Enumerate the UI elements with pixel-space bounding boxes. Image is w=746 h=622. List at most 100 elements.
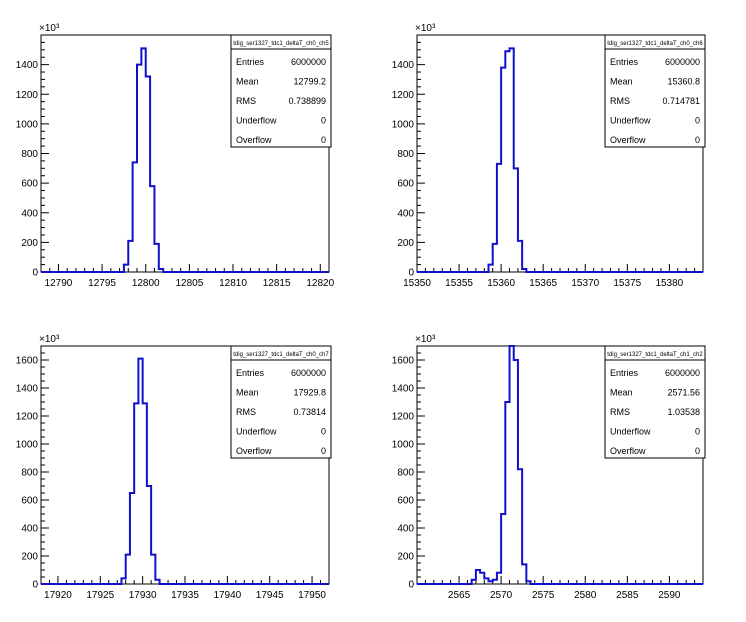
x-tick-label: 12820 [306, 278, 334, 289]
x-tick-label: 15375 [613, 278, 641, 289]
stats-label: Entries [236, 368, 265, 378]
stats-box-frame [230, 34, 332, 148]
stats-value: 0.714781 [662, 96, 700, 106]
y-tick-label: 200 [397, 552, 414, 563]
y-tick-label: 200 [21, 238, 38, 249]
stats-value: 17929.8 [293, 388, 326, 398]
stats-value: 15360.8 [667, 77, 700, 87]
stats-value: 6000000 [665, 368, 700, 378]
stats-value: 0.738899 [288, 96, 326, 106]
y-tick-label: 1000 [392, 440, 415, 451]
stats-value: 1.03538 [667, 407, 700, 417]
stats-label: Entries [236, 57, 265, 67]
x-tick-label: 2580 [574, 590, 597, 601]
histogram-line [41, 357, 329, 585]
y-axis: 0 200 400 600 800 1000 1200 1400 ×10³ [16, 23, 60, 279]
stats-value: 6000000 [665, 57, 700, 67]
x-tick-label: 17920 [44, 590, 72, 601]
y-tick-label: 400 [397, 208, 414, 219]
stats-label: Entries [610, 57, 639, 67]
y-tick-label: 1000 [16, 119, 39, 130]
x-axis: 12790 12795 12800 12805 12810 12815 12820 [40, 264, 335, 289]
y-multiplier-label: ×10³ [415, 23, 436, 34]
histogram-bins [489, 48, 527, 272]
stats-label: Entries [610, 368, 639, 378]
stats-box-title: tdig_ser1327_tdc1_deltaT_ch0_ch6 [607, 41, 703, 47]
stats-label: Overflow [610, 446, 646, 456]
x-tick-label: 12790 [45, 278, 73, 289]
y-tick-label: 200 [21, 552, 38, 563]
y-tick-label: 1600 [16, 356, 39, 367]
x-axis: 17920 17925 17930 17935 17940 17945 17950 [40, 576, 330, 601]
stats-label: Overflow [236, 446, 272, 456]
stats-value: 0 [321, 116, 326, 126]
y-tick-label: 1200 [392, 90, 415, 101]
x-tick-label: 15365 [529, 278, 557, 289]
y-tick-label: 400 [21, 524, 38, 535]
stats-box: tdig_ser1327_tdc1_deltaT_ch1_ch2 Entries 6… [604, 345, 706, 459]
y-tick-label: 600 [397, 179, 414, 190]
stats-value: 6000000 [291, 57, 326, 67]
stats-value: 0 [695, 427, 700, 437]
stats-label: RMS [610, 407, 630, 417]
stats-value: 2571.56 [667, 388, 700, 398]
x-tick-label: 17935 [171, 590, 199, 601]
stats-box-title: tdig_ser1327_tdc1_deltaT_ch1_ch2 [607, 352, 703, 358]
x-axis: 15350 15355 15360 15365 15370 15375 15380 [403, 264, 704, 289]
x-tick-label: 12805 [175, 278, 203, 289]
y-tick-label: 0 [32, 580, 38, 591]
x-tick-label: 12795 [88, 278, 116, 289]
stats-value: 0 [321, 446, 326, 456]
y-tick-label: 0 [32, 268, 38, 279]
stats-value: 0 [695, 446, 700, 456]
x-tick-label: 17945 [256, 590, 284, 601]
x-tick-label: 15355 [445, 278, 473, 289]
y-multiplier-label: ×10³ [39, 23, 60, 34]
y-tick-label: 0 [408, 580, 414, 591]
stats-label: Mean [610, 388, 633, 398]
x-tick-label: 17925 [86, 590, 114, 601]
stats-value: 12799.2 [293, 77, 326, 87]
stats-label: Mean [236, 77, 259, 87]
stats-label: RMS [236, 407, 256, 417]
y-tick-label: 800 [21, 468, 38, 479]
x-tick-label: 15370 [571, 278, 599, 289]
histogram-bins [124, 48, 163, 272]
y-axis: 0 200 400 600 800 1000 1200 1400 ×10³ [392, 23, 436, 279]
histogram-line [417, 47, 703, 273]
x-tick-label: 12815 [263, 278, 291, 289]
stats-label: Underflow [610, 427, 651, 437]
stats-label: Overflow [236, 135, 272, 145]
stats-box: tdig_ser1327_tdc1_deltaT_ch0_ch7 Entries 6… [230, 345, 332, 459]
stats-box-frame [604, 345, 706, 459]
y-tick-label: 1000 [16, 440, 39, 451]
stats-label: Overflow [610, 135, 646, 145]
y-tick-label: 1400 [16, 60, 39, 71]
stats-value: 0.73814 [293, 407, 326, 417]
x-tick-label: 15380 [655, 278, 683, 289]
x-tick-label: 15350 [403, 278, 431, 289]
y-tick-label: 0 [408, 268, 414, 279]
y-tick-label: 800 [397, 149, 414, 160]
y-tick-label: 1200 [16, 412, 39, 423]
x-tick-label: 17950 [298, 590, 326, 601]
stats-value: 0 [321, 427, 326, 437]
y-tick-label: 400 [21, 208, 38, 219]
histogram-bar [505, 51, 509, 272]
stats-value: 0 [321, 135, 326, 145]
y-tick-label: 1400 [16, 384, 39, 395]
stats-value: 6000000 [291, 368, 326, 378]
y-tick-label: 600 [21, 179, 38, 190]
y-tick-label: 600 [21, 496, 38, 507]
x-tick-label: 17930 [129, 590, 157, 601]
x-tick-label: 2590 [658, 590, 681, 601]
y-tick-label: 800 [21, 149, 38, 160]
histogram-line [417, 345, 703, 585]
y-multiplier-label: ×10³ [39, 334, 60, 345]
y-tick-label: 800 [397, 468, 414, 479]
x-tick-label: 2570 [490, 590, 513, 601]
x-tick-label: 12810 [219, 278, 247, 289]
